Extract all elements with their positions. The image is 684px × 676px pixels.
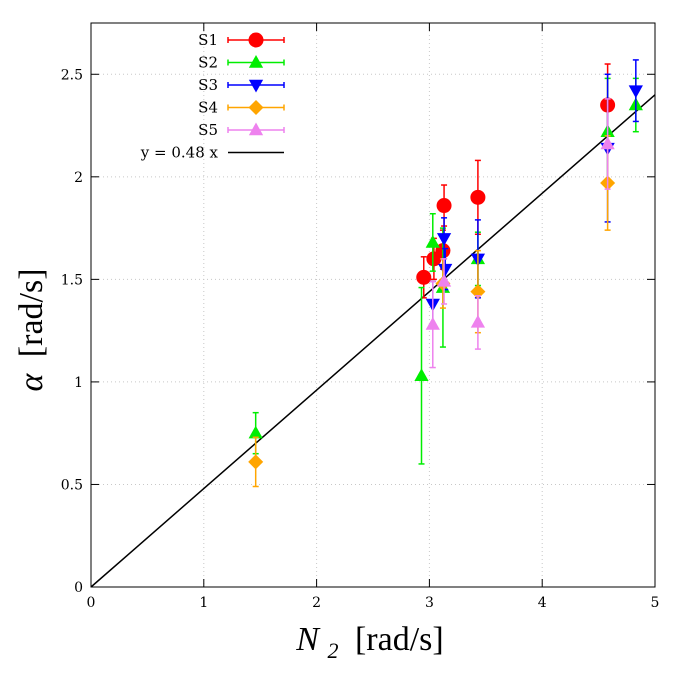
data-point xyxy=(436,198,452,214)
y-tick-label: 2 xyxy=(74,170,83,186)
data-point xyxy=(436,273,452,287)
series-s4 xyxy=(248,135,616,488)
data-point xyxy=(470,189,486,205)
data-layer xyxy=(248,59,643,488)
legend-label: S4 xyxy=(198,99,218,117)
fit-line xyxy=(90,94,656,588)
plot-frame xyxy=(90,22,656,588)
legend: S1 S2 S3 S4 S5 y = 0.48 x xyxy=(140,31,285,162)
data-point xyxy=(470,284,486,300)
data-point xyxy=(438,263,453,277)
x-axis-unit: [rad/s] xyxy=(355,621,444,658)
legend-label: S1 xyxy=(198,31,218,49)
x-tick-label: 4 xyxy=(538,595,547,611)
data-point xyxy=(414,368,429,382)
legend-entry: S1 xyxy=(198,31,285,49)
x-axis-symbol: N xyxy=(295,621,321,658)
series-s1 xyxy=(416,63,616,299)
x-tick-label: 0 xyxy=(87,595,96,611)
x-axis-subscript: 2 xyxy=(327,638,338,663)
y-axis-unit: [rad/s] xyxy=(13,268,50,357)
axis-ticks: 0 1 2 3 4 5 0 0.5 1 1.5 2 2.5 xyxy=(61,23,660,611)
x-tick-label: 5 xyxy=(651,595,660,611)
data-point xyxy=(416,269,432,285)
legend-marker xyxy=(248,79,264,93)
x-axis-title: N 2 [rad/s] xyxy=(295,621,443,666)
legend-label: y = 0.48 x xyxy=(140,144,219,162)
legend-marker xyxy=(248,55,264,68)
data-point xyxy=(470,314,486,328)
legend-entry: S4 xyxy=(198,99,285,117)
grid xyxy=(91,23,655,587)
data-point xyxy=(436,233,452,246)
y-tick-label: 0.5 xyxy=(61,477,83,493)
y-axis-symbol: α xyxy=(13,373,50,392)
y-tick-label: 1 xyxy=(74,375,83,391)
x-tick-label: 2 xyxy=(312,595,321,611)
y-tick-label: 2.5 xyxy=(61,67,83,83)
series-s5 xyxy=(425,98,615,369)
fit-line-layer xyxy=(90,94,656,588)
data-point xyxy=(248,425,263,439)
data-point xyxy=(248,454,264,470)
legend-entry: S2 xyxy=(198,54,285,72)
data-point xyxy=(628,85,643,99)
y-tick-label: 1.5 xyxy=(61,272,83,288)
legend-marker xyxy=(248,122,264,136)
data-point xyxy=(425,316,440,330)
legend-label: S2 xyxy=(198,54,218,72)
legend-marker xyxy=(248,100,264,115)
legend-entry: S3 xyxy=(198,76,285,94)
x-tick-label: 3 xyxy=(425,595,434,611)
legend-entry: y = 0.48 x xyxy=(140,144,284,162)
legend-marker xyxy=(248,32,264,48)
legend-label: S5 xyxy=(198,121,218,139)
y-tick-label: 0 xyxy=(74,580,83,596)
legend-label: S3 xyxy=(198,76,218,94)
x-tick-label: 1 xyxy=(199,595,208,611)
y-axis-title: α [rad/s] xyxy=(13,268,50,391)
legend-entry: S5 xyxy=(198,121,285,139)
data-point xyxy=(425,234,440,248)
data-point xyxy=(600,136,615,150)
